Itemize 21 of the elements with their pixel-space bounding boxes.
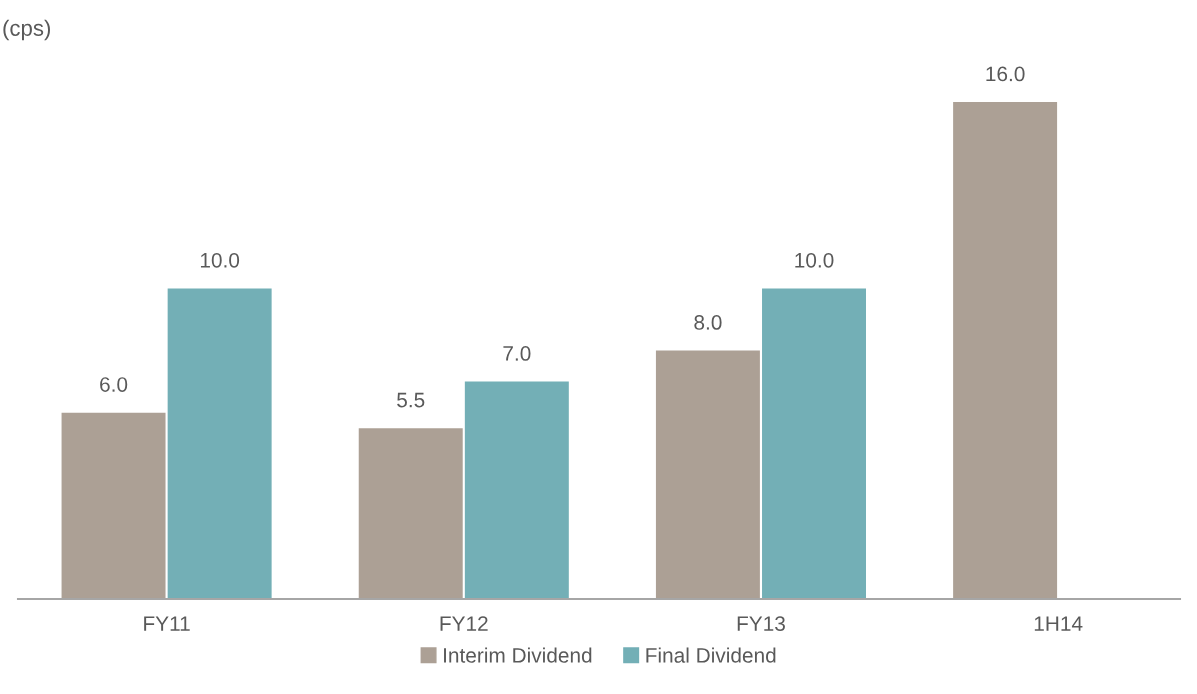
bar — [464, 381, 569, 599]
bar — [358, 428, 463, 599]
bar — [61, 412, 166, 599]
y-axis-title: (cps) — [3, 19, 50, 41]
x-tick-label: 1H14 — [1034, 616, 1083, 631]
x-tick-label: FY13 — [737, 616, 785, 631]
data-label: 7.0 — [503, 346, 531, 361]
data-label: 10.0 — [795, 252, 834, 268]
x-tick-label: FY11 — [144, 616, 190, 631]
bar — [167, 288, 272, 599]
data-label: 10.0 — [200, 252, 240, 268]
bar — [655, 350, 760, 599]
legend-label: Final Dividend — [646, 647, 776, 663]
data-label: 5.5 — [397, 392, 425, 408]
data-label: 6.0 — [100, 377, 128, 392]
bar — [953, 102, 1058, 599]
legend-label: Interim Dividend — [444, 647, 592, 663]
bar — [762, 288, 866, 599]
x-tick-label: FY12 — [440, 616, 488, 631]
data-label: 16.0 — [986, 66, 1025, 82]
data-label: 8.0 — [694, 315, 722, 330]
